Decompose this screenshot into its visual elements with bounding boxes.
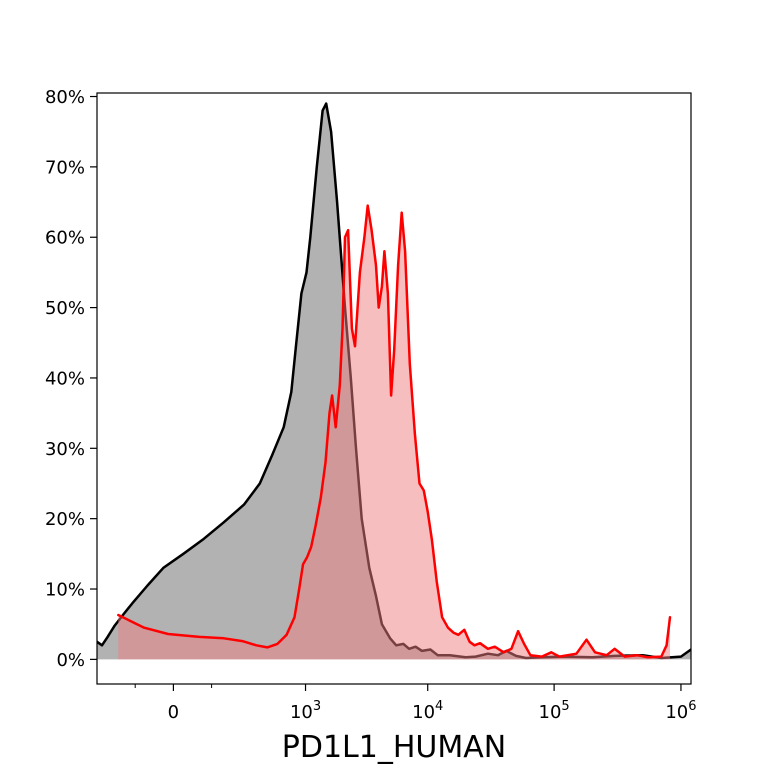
y-tick-label: 20% (45, 509, 85, 530)
axes: 0% 10% 20% 30% 40% 50% 60% 70% 80% 0 103 104 105 106 (45, 87, 697, 723)
y-tick-label: 40% (45, 368, 85, 389)
y-tick-label: 50% (45, 298, 85, 319)
plot-frame (96, 92, 692, 685)
x-tick-label: 105 (539, 699, 570, 723)
x-axis-label: PD1L1_HUMAN (282, 730, 506, 765)
plot-area (97, 102, 691, 660)
series-2-line (117, 204, 672, 659)
y-tick-label: 60% (45, 228, 85, 249)
y-tick-label: 10% (45, 580, 85, 601)
y-tick-label: 0% (56, 650, 85, 671)
y-tick-label: 30% (45, 439, 85, 460)
x-tick-label: 103 (290, 699, 321, 723)
y-tick-label: 80% (45, 87, 85, 108)
x-tick-label: 0 (168, 702, 179, 723)
series-2-fill (118, 205, 671, 660)
series-1-fill (97, 103, 691, 660)
y-tick-label: 70% (45, 157, 85, 178)
x-tick-label: 106 (665, 699, 696, 723)
x-tick-label: 104 (412, 699, 443, 723)
